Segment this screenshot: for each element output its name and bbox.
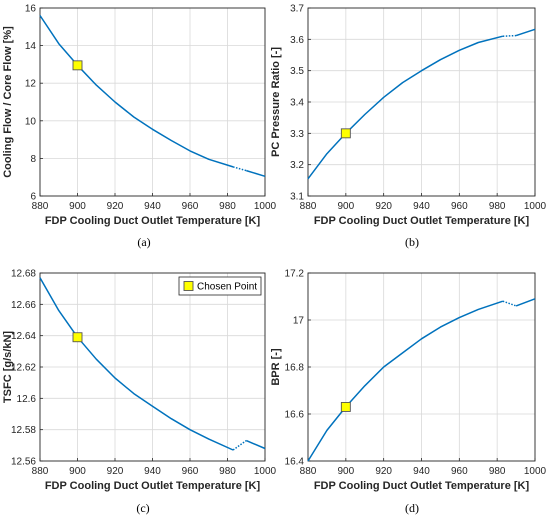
y-tick-label: 8 — [30, 154, 36, 165]
panel-a: 880 900 920 940 960 980 1000 6 8 10 12 14 16 FDP Cool… — [2, 4, 277, 228]
caption-c: (c) — [136, 501, 149, 515]
y-tick-label: 12 — [25, 79, 37, 90]
x-tick-label: 880 — [300, 201, 317, 212]
series-line — [39, 277, 234, 451]
x-axis-label: FDP Cooling Duct Outlet Temperature [K] — [45, 480, 261, 492]
y-tick-label: 3.4 — [290, 98, 304, 109]
x-tick-label: 1000 — [254, 201, 277, 212]
y-tick-label: 17.2 — [285, 269, 305, 280]
y-tick-label: 16 — [25, 4, 37, 15]
x-tick-label: 980 — [219, 466, 236, 477]
x-tick-label: 960 — [451, 201, 468, 212]
panel-d: 880 900 920 940 960 980 1000 16.4 16.6 16.8 17 17.2… — [270, 269, 547, 493]
legend-box — [178, 276, 262, 296]
x-tick-label: 920 — [375, 201, 392, 212]
axes-frame — [39, 272, 266, 462]
x-axis-label: FDP Cooling Duct Outlet Temperature [K] — [314, 215, 530, 227]
x-tick-label: 900 — [69, 201, 86, 212]
series-line-tail — [246, 439, 266, 450]
x-tick-label: 1000 — [524, 466, 547, 477]
y-tick-label: 12.66 — [11, 300, 36, 311]
x-tick-label: 960 — [451, 466, 468, 477]
chosen-point-marker — [340, 128, 351, 139]
x-tick-label: 940 — [144, 466, 161, 477]
y-tick-label: 3.1 — [290, 192, 304, 203]
axes-frame — [307, 272, 536, 462]
caption-a: (a) — [137, 235, 150, 249]
y-tick-label: 16.6 — [285, 410, 305, 421]
x-tick-label: 920 — [107, 201, 124, 212]
y-tick-label: 12.58 — [11, 425, 36, 436]
x-axis-label: FDP Cooling Duct Outlet Temperature [K] — [314, 480, 530, 492]
y-tick-label: 12.56 — [11, 457, 36, 468]
x-tick-label: 920 — [375, 466, 392, 477]
x-tick-label: 900 — [337, 466, 354, 477]
x-tick-label: 900 — [337, 201, 354, 212]
x-tick-label: 980 — [489, 201, 506, 212]
panel-c: 880 900 920 940 960 980 1000 12.56 12.58 12.6 12.6… — [2, 269, 277, 493]
x-tick-label: 960 — [182, 466, 199, 477]
y-axis-label: Cooling Flow / Core Flow [%] — [2, 26, 14, 178]
x-tick-label: 940 — [413, 466, 430, 477]
y-axis-label: TSFC [g/s/kN] — [2, 331, 14, 403]
legend-label: Chosen Point — [197, 282, 257, 293]
y-axis-label: BPR [-] — [270, 348, 282, 386]
x-tick-label: 880 — [32, 201, 49, 212]
axes-frame — [39, 7, 266, 197]
series-line — [307, 300, 504, 462]
chosen-point-marker — [340, 402, 351, 412]
y-tick-label: 12.6 — [17, 394, 37, 405]
chosen-point-marker — [72, 332, 83, 343]
legend: Chosen Point — [178, 276, 262, 296]
x-tick-label: 980 — [489, 466, 506, 477]
y-tick-label: 14 — [25, 41, 37, 52]
y-tick-label: 6 — [30, 192, 36, 203]
y-tick-label: 3.6 — [290, 35, 304, 46]
series-line-dotted — [502, 300, 517, 307]
series-line-tail — [515, 298, 536, 307]
series-line-tail — [515, 28, 536, 37]
panel-b: 880 900 920 940 960 980 1000 3.1 3.2 3.3 3.4 3.5 3.6… — [270, 4, 547, 228]
series-line-dotted — [502, 34, 517, 37]
y-tick-label: 10 — [25, 116, 37, 127]
y-tick-label: 16.8 — [285, 363, 305, 374]
x-tick-label: 1000 — [254, 466, 277, 477]
x-tick-label: 1000 — [524, 201, 547, 212]
x-tick-label: 960 — [182, 201, 199, 212]
legend-marker — [183, 281, 194, 291]
y-tick-label: 3.2 — [290, 160, 304, 171]
y-tick-label: 3.3 — [290, 129, 304, 140]
series-line — [307, 35, 503, 180]
series-line-dotted — [232, 166, 247, 172]
y-tick-label: 12.68 — [11, 269, 36, 280]
y-tick-label: 12.62 — [11, 363, 36, 374]
axes-frame — [307, 7, 536, 197]
x-tick-label: 940 — [413, 201, 430, 212]
y-tick-label: 3.5 — [290, 66, 304, 77]
x-tick-label: 880 — [300, 466, 317, 477]
series-line — [39, 15, 234, 168]
y-axis-label: PC Pressure Ratio [-] — [270, 47, 282, 157]
x-tick-label: 980 — [219, 201, 236, 212]
x-tick-label: 880 — [32, 466, 49, 477]
x-tick-label: 900 — [69, 466, 86, 477]
caption-d: (d) — [405, 501, 419, 515]
x-tick-label: 940 — [144, 201, 161, 212]
y-tick-label: 12.64 — [11, 331, 36, 342]
caption-b: (b) — [405, 235, 419, 249]
x-tick-label: 920 — [107, 466, 124, 477]
chosen-point-marker — [72, 60, 83, 71]
x-axis-label: FDP Cooling Duct Outlet Temperature [K] — [45, 215, 261, 227]
y-tick-label: 16.4 — [285, 457, 305, 468]
series-line-tail — [246, 169, 266, 178]
y-tick-label: 17 — [293, 316, 305, 327]
y-tick-label: 3.7 — [290, 4, 304, 15]
